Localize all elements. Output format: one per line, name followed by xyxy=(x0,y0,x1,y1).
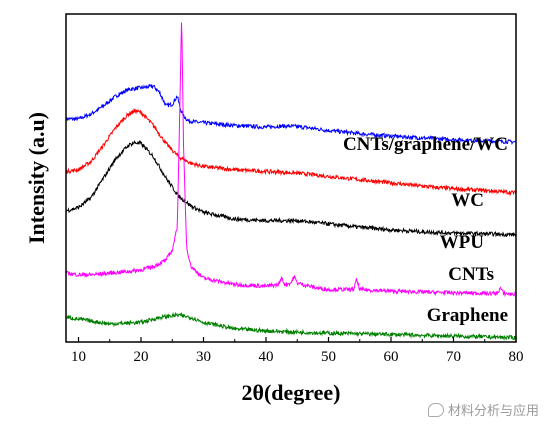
x-axis-title: 2θ(degree) xyxy=(241,380,340,405)
watermark-text: 材料分析与应用 xyxy=(447,404,539,419)
x-tick-label: 20 xyxy=(134,349,149,365)
x-tick-label: 10 xyxy=(71,349,86,365)
plot-frame xyxy=(65,13,517,343)
x-axis-ticks: 10 20 30 40 50 60 70 80 xyxy=(71,337,524,365)
x-tick-label: 50 xyxy=(321,349,336,365)
series-line-graphene xyxy=(65,311,517,341)
x-tick-label: 60 xyxy=(384,349,399,365)
series-line-cnts-graphene-wc xyxy=(65,83,517,146)
watermark: 材料分析与应用 xyxy=(427,400,539,419)
series-label-graphene: Graphene xyxy=(427,305,508,326)
series-label-wpu: WPU xyxy=(440,232,485,253)
wechat-bubble-icon xyxy=(427,402,444,417)
series-line-wpu xyxy=(65,139,517,238)
series-labels: CNTs/graphene/WC WC WPU CNTs Graphene xyxy=(343,134,508,326)
series-label-wc: WC xyxy=(451,190,484,211)
series-label-cnts: CNTs xyxy=(448,264,494,285)
x-tick-label: 30 xyxy=(196,349,211,365)
series-line-wc xyxy=(65,107,517,196)
x-tick-label: 80 xyxy=(509,349,524,365)
x-tick-label: 40 xyxy=(259,349,274,365)
series-line-cnts xyxy=(65,22,517,298)
y-axis-title: Intensity (a.u) xyxy=(24,112,49,244)
series-lines xyxy=(65,22,517,341)
series-label-cnts-graphene-wc: CNTs/graphene/WC xyxy=(343,134,508,155)
x-tick-label: 70 xyxy=(446,349,461,365)
